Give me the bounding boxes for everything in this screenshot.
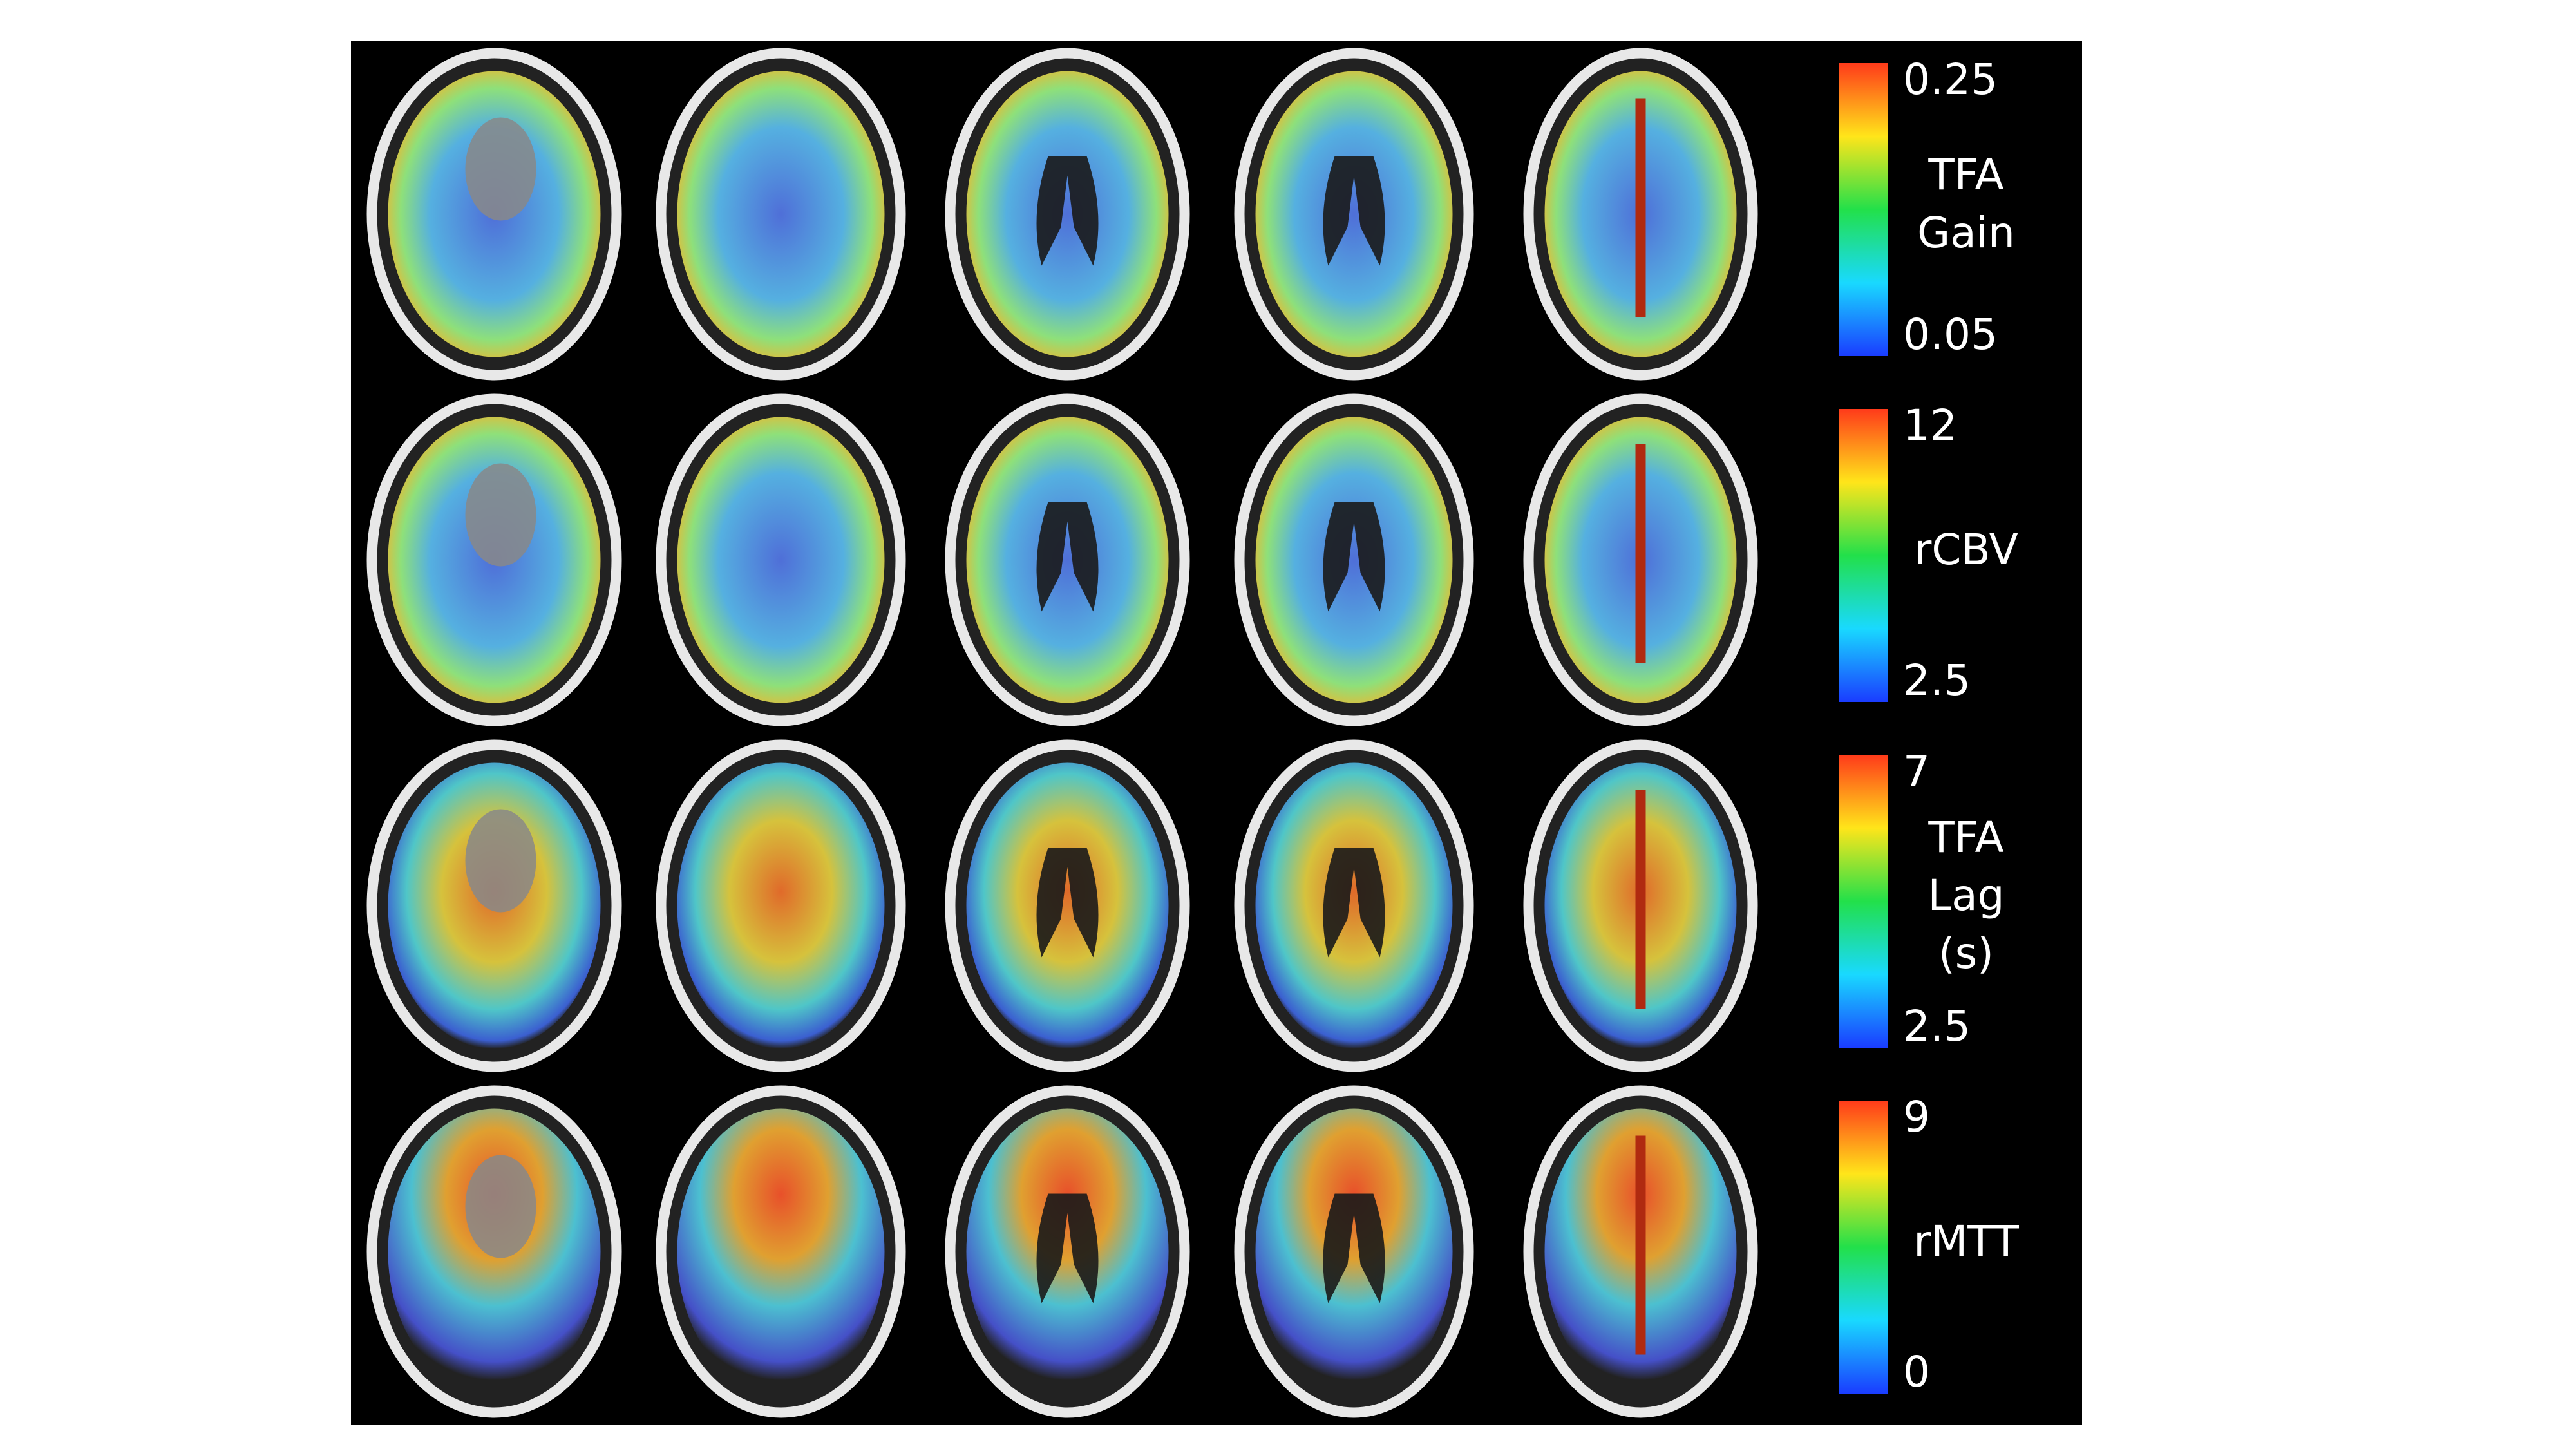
colorbar-max: 12 [1903, 401, 1957, 450]
colorbar-min: 2.5 [1903, 1001, 1971, 1051]
colorbar-label: (s) [1938, 929, 1994, 978]
brain-map [677, 1108, 885, 1395]
midline [1635, 98, 1646, 317]
brain-slice [366, 739, 622, 1072]
brain-slice [1234, 48, 1474, 381]
brain-map [966, 762, 1169, 1049]
colorbar-min: 2.5 [1903, 656, 1971, 705]
brain-map [1255, 417, 1453, 703]
ventricles [1323, 502, 1385, 612]
brain-slice [1234, 1085, 1474, 1418]
brain-slice [366, 1085, 622, 1418]
colorbar [1839, 755, 1888, 1048]
colorbar-min: 0.05 [1903, 310, 1998, 359]
colorbar-label: TFA [1927, 150, 2003, 200]
brain-slice [656, 393, 906, 726]
colorbars: 0.25 0.05 TFA Gain 12 2.5 rCBV 7 2.5 TFA Lag (s) 9 0 r… [1839, 55, 2019, 1397]
ventricles [1036, 502, 1099, 612]
midline [1635, 790, 1646, 1009]
midline [1635, 1135, 1646, 1355]
brain-map [1255, 762, 1453, 1049]
colorbar-label: rCBV [1914, 525, 2018, 574]
ventricles [1036, 848, 1099, 958]
brain-slice [656, 1085, 906, 1418]
brain-slice [945, 1085, 1190, 1418]
brain-map [966, 71, 1169, 357]
brain-slice [366, 393, 622, 726]
colorbar [1839, 63, 1888, 356]
colorbar-label: rMTT [1913, 1217, 2019, 1266]
brain-map [966, 1108, 1169, 1395]
colorbar-label: Lag [1927, 871, 2004, 920]
lesion [465, 809, 536, 913]
colorbar-max: 7 [1903, 746, 1930, 796]
brain-map [677, 762, 885, 1049]
brain-grid [366, 48, 1758, 1418]
brain-slice [1234, 393, 1474, 726]
colorbar-label: Gain [1917, 208, 2015, 258]
lesion [465, 1155, 536, 1258]
brain-slice [366, 48, 622, 381]
ventricles [1323, 848, 1385, 958]
brain-slice [1523, 393, 1758, 726]
ventricles [1036, 1193, 1099, 1303]
brain-slice [656, 739, 906, 1072]
brain-slice [1234, 739, 1474, 1072]
colorbar-max: 9 [1903, 1092, 1930, 1142]
midline [1635, 444, 1646, 663]
brain-slice [945, 48, 1190, 381]
ventricles [1323, 156, 1385, 266]
colorbar-label: TFA [1927, 813, 2003, 862]
brain-slice [656, 48, 906, 381]
brain-slice [945, 393, 1190, 726]
brain-map [677, 417, 885, 703]
figure-background [351, 41, 2082, 1425]
colorbar-min: 0 [1903, 1347, 1930, 1397]
ventricles [1036, 156, 1099, 266]
brain-slice [1523, 48, 1758, 381]
brain-slice [945, 739, 1190, 1072]
ventricles [1323, 1193, 1385, 1303]
colorbar [1839, 409, 1888, 702]
brain-slice [1523, 739, 1758, 1072]
brain-slice [1523, 1085, 1758, 1418]
brain-map [966, 417, 1169, 703]
brain-map [1255, 1108, 1453, 1395]
lesion [465, 117, 536, 221]
colorbar-max: 0.25 [1903, 55, 1998, 104]
colorbar [1839, 1101, 1888, 1394]
brain-map [677, 71, 885, 357]
lesion [465, 463, 536, 567]
brain-map [1255, 71, 1453, 357]
